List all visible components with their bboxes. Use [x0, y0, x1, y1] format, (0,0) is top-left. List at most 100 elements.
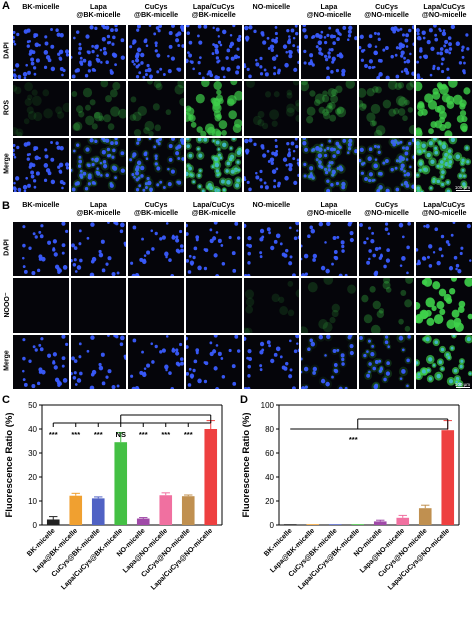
micrograph-tile	[70, 81, 127, 136]
row-label: Merge	[3, 350, 11, 371]
bar	[396, 517, 410, 525]
micrograph-tile	[243, 25, 300, 80]
y-tick-label: 10	[28, 497, 37, 506]
micrograph-tile	[358, 25, 415, 80]
micrograph-tile	[301, 334, 357, 389]
panel-a-image-grid: 100 μm	[13, 25, 472, 192]
micrograph-tile	[301, 25, 357, 80]
panel-c-label: C	[2, 394, 10, 406]
bar	[441, 430, 455, 525]
panel-d-label: D	[240, 394, 248, 406]
micrograph-tile	[243, 278, 300, 333]
significance-label: ***	[49, 430, 58, 439]
y-tick-label: 40	[265, 473, 274, 482]
micrograph-tile	[358, 81, 415, 136]
micrograph-tile	[128, 25, 184, 80]
row-label: DAPI	[3, 42, 11, 60]
micrograph-tile	[13, 81, 69, 136]
column-header: NO-micelle	[252, 200, 291, 209]
panel-b-label: B	[2, 200, 10, 212]
micrograph-tile	[13, 25, 69, 80]
column-header: Lapa/CuCys @NO-micelle	[421, 2, 467, 19]
column-header: Lapa/CuCys @NO-micelle	[421, 200, 467, 217]
panel-a-label: A	[2, 0, 10, 12]
micrograph-tile	[416, 278, 472, 333]
significance-label: ***	[161, 430, 170, 439]
micrograph-tile: 100 μm	[416, 137, 472, 192]
significance-label: ***	[184, 430, 193, 439]
row-label: NOOO⁻	[4, 291, 12, 318]
significance-label: ***	[349, 435, 358, 444]
bar	[351, 524, 365, 525]
micrograph-tile	[70, 222, 127, 277]
bar	[114, 442, 128, 525]
micrograph-tile	[13, 334, 69, 389]
column-header: CuCys @NO-micelle	[364, 200, 409, 217]
micrograph-tile	[128, 278, 184, 333]
column-header: CuCys @BK-micelle	[133, 200, 179, 217]
micrograph-tile	[301, 278, 357, 333]
column-header: Lapa/CuCys @BK-micelle	[191, 2, 236, 19]
y-tick-label: 20	[265, 497, 274, 506]
column-header: Lapa @BK-micelle	[76, 2, 121, 19]
column-header: CuCys @NO-micelle	[364, 2, 409, 19]
micrograph-tile	[70, 334, 127, 389]
bar	[181, 496, 195, 525]
micrograph-tile	[358, 278, 415, 333]
column-header: BK-micelle	[22, 2, 60, 11]
micrograph-tile	[243, 334, 300, 389]
scale-bar-label: 100 μm	[454, 381, 470, 387]
y-tick-label: 20	[28, 473, 37, 482]
micrograph-tile	[13, 278, 69, 333]
micrograph-tile	[128, 137, 184, 192]
micrograph-tile	[301, 81, 357, 136]
column-header: Lapa @BK-micelle	[76, 200, 121, 217]
column-header: Lapa/CuCys @BK-micelle	[191, 200, 236, 217]
y-tick-label: 50	[28, 401, 37, 410]
column-header: CuCys @BK-micelle	[133, 2, 179, 19]
scale-bar-line	[456, 189, 470, 191]
bar	[159, 495, 173, 525]
significance-label: ***	[139, 430, 148, 439]
column-header: Lapa @NO-micelle	[306, 2, 352, 19]
scale-bar-label: 100 μm	[454, 184, 470, 190]
row-label: ROS	[3, 99, 11, 115]
y-tick-label: 100	[261, 401, 275, 410]
column-header: NO-micelle	[252, 2, 291, 11]
significance-label: ***	[71, 430, 80, 439]
significance-label: ***	[94, 430, 103, 439]
micrograph-tile	[185, 222, 242, 277]
y-axis-label: Fluorescence Ratio (%)	[4, 412, 15, 517]
bar	[46, 519, 60, 525]
micrograph-tile	[358, 137, 415, 192]
micrograph-tile	[243, 137, 300, 192]
bar	[306, 524, 320, 525]
micrograph-tile	[128, 81, 184, 136]
micrograph-tile	[70, 25, 127, 80]
micrograph-tile	[185, 278, 242, 333]
bar	[91, 498, 105, 525]
column-header: BK-micelle	[22, 200, 60, 209]
micrograph-tile	[358, 222, 415, 277]
row-label: DAPI	[3, 239, 11, 257]
scale-bar: 100 μm	[455, 382, 470, 388]
y-tick-label: 60	[265, 449, 274, 458]
y-tick-label: 0	[270, 521, 275, 530]
micrograph-tile	[243, 222, 300, 277]
micrograph-tile	[358, 334, 415, 389]
bar	[328, 524, 342, 525]
bar	[418, 508, 432, 525]
micrograph-tile	[70, 137, 127, 192]
micrograph-tile	[243, 81, 300, 136]
micrograph-tile	[128, 222, 184, 277]
micrograph-tile: 100 μm	[416, 334, 472, 389]
y-tick-label: 30	[28, 449, 37, 458]
micrograph-tile	[13, 137, 69, 192]
scale-bar-line	[456, 386, 470, 388]
bar	[283, 524, 297, 525]
micrograph-tile	[185, 25, 242, 80]
column-header: Lapa @NO-micelle	[306, 200, 352, 217]
bar	[136, 518, 150, 525]
